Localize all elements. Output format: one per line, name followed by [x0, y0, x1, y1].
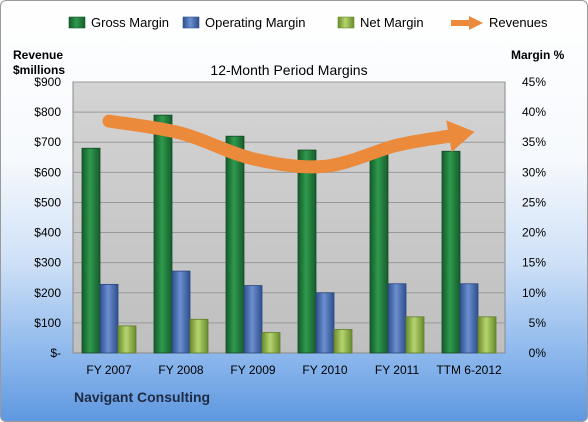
- category-label: FY 2010: [302, 363, 347, 377]
- legend-label-revenues: Revenues: [489, 15, 548, 30]
- right-tick-label: 40%: [522, 105, 546, 119]
- bar-net-margin: [405, 316, 425, 354]
- chart-title: 12-Month Period Margins: [210, 62, 367, 78]
- legend-swatch-revenues: [451, 16, 483, 30]
- bar-net-margin: [333, 329, 353, 354]
- left-tick-label: $500: [34, 195, 61, 209]
- left-axis-title-line1: Revenue: [13, 48, 63, 62]
- left-tick-label: $100: [34, 316, 61, 330]
- legend-swatch-gross-margin: [68, 16, 86, 29]
- legend-label-net-margin: Net Margin: [360, 15, 424, 30]
- left-tick-label: $-: [50, 346, 61, 360]
- revenues-line: [102, 114, 475, 174]
- bar-operating-margin: [99, 283, 119, 354]
- legend-label-gross-margin: Gross Margin: [91, 15, 169, 30]
- bar-net-margin: [117, 325, 137, 354]
- category-label: FY 2007: [86, 363, 131, 377]
- left-tick-label: $400: [34, 226, 61, 240]
- bar-operating-margin: [171, 270, 191, 354]
- left-tick-label: $700: [34, 135, 61, 149]
- left-tick-label: $200: [34, 286, 61, 300]
- category-label: FY 2009: [230, 363, 275, 377]
- right-tick-label: 10%: [522, 286, 546, 300]
- right-tick-label: 30%: [522, 165, 546, 179]
- bar-gross-margin: [369, 151, 389, 354]
- bar-operating-margin: [459, 283, 479, 354]
- legend: Gross Margin Operating Margin Net Margin…: [68, 15, 548, 30]
- category-label: FY 2011: [375, 363, 420, 377]
- category-labels: FY 2007 FY 2008 FY 2009 FY 2010 FY 2011 TTM 6…: [86, 363, 502, 377]
- revenues-curve: [102, 114, 456, 174]
- right-tick-label: 20%: [522, 226, 546, 240]
- right-axis-title: Margin %: [511, 48, 565, 62]
- right-tick-label: 45%: [522, 75, 546, 89]
- company-name: Navigant Consulting: [74, 389, 211, 405]
- bar-operating-margin: [387, 283, 407, 354]
- right-tick-label: 25%: [522, 195, 546, 209]
- legend-swatch-operating-margin: [182, 16, 200, 29]
- legend-label-operating-margin: Operating Margin: [205, 15, 305, 30]
- bar-gross-margin: [153, 114, 173, 354]
- left-axis-title-line2: $millions: [13, 63, 65, 77]
- bar-gross-margin: [225, 135, 245, 354]
- bar-gross-margin: [297, 149, 317, 354]
- left-axis-ticks: $- $100 $200 $300 $400 $500 $600 $700 $800 $900: [34, 75, 61, 360]
- right-axis-ticks: 0% 5% 10% 15% 20% 25% 30% 35% 40% 45%: [522, 75, 546, 360]
- right-tick-label: 35%: [522, 135, 546, 149]
- bar-net-margin: [477, 316, 497, 354]
- bar-gross-margin: [441, 150, 461, 354]
- right-tick-label: 0%: [529, 346, 547, 360]
- left-tick-label: $800: [34, 105, 61, 119]
- bar-net-margin: [261, 332, 281, 354]
- revenues-arrowhead: [446, 120, 475, 152]
- bar-operating-margin: [315, 292, 335, 354]
- left-tick-label: $600: [34, 165, 61, 179]
- category-label: FY 2008: [158, 363, 203, 377]
- bar-operating-margin: [243, 285, 263, 354]
- category-label: TTM 6-2012: [436, 363, 502, 377]
- bars: [81, 114, 497, 354]
- left-tick-label: $300: [34, 256, 61, 270]
- left-tick-label: $900: [34, 75, 61, 89]
- legend-swatch-net-margin: [337, 16, 355, 29]
- right-tick-label: 5%: [529, 316, 547, 330]
- bar-net-margin: [189, 318, 209, 354]
- bar-gross-margin: [81, 147, 101, 354]
- right-tick-label: 15%: [522, 256, 546, 270]
